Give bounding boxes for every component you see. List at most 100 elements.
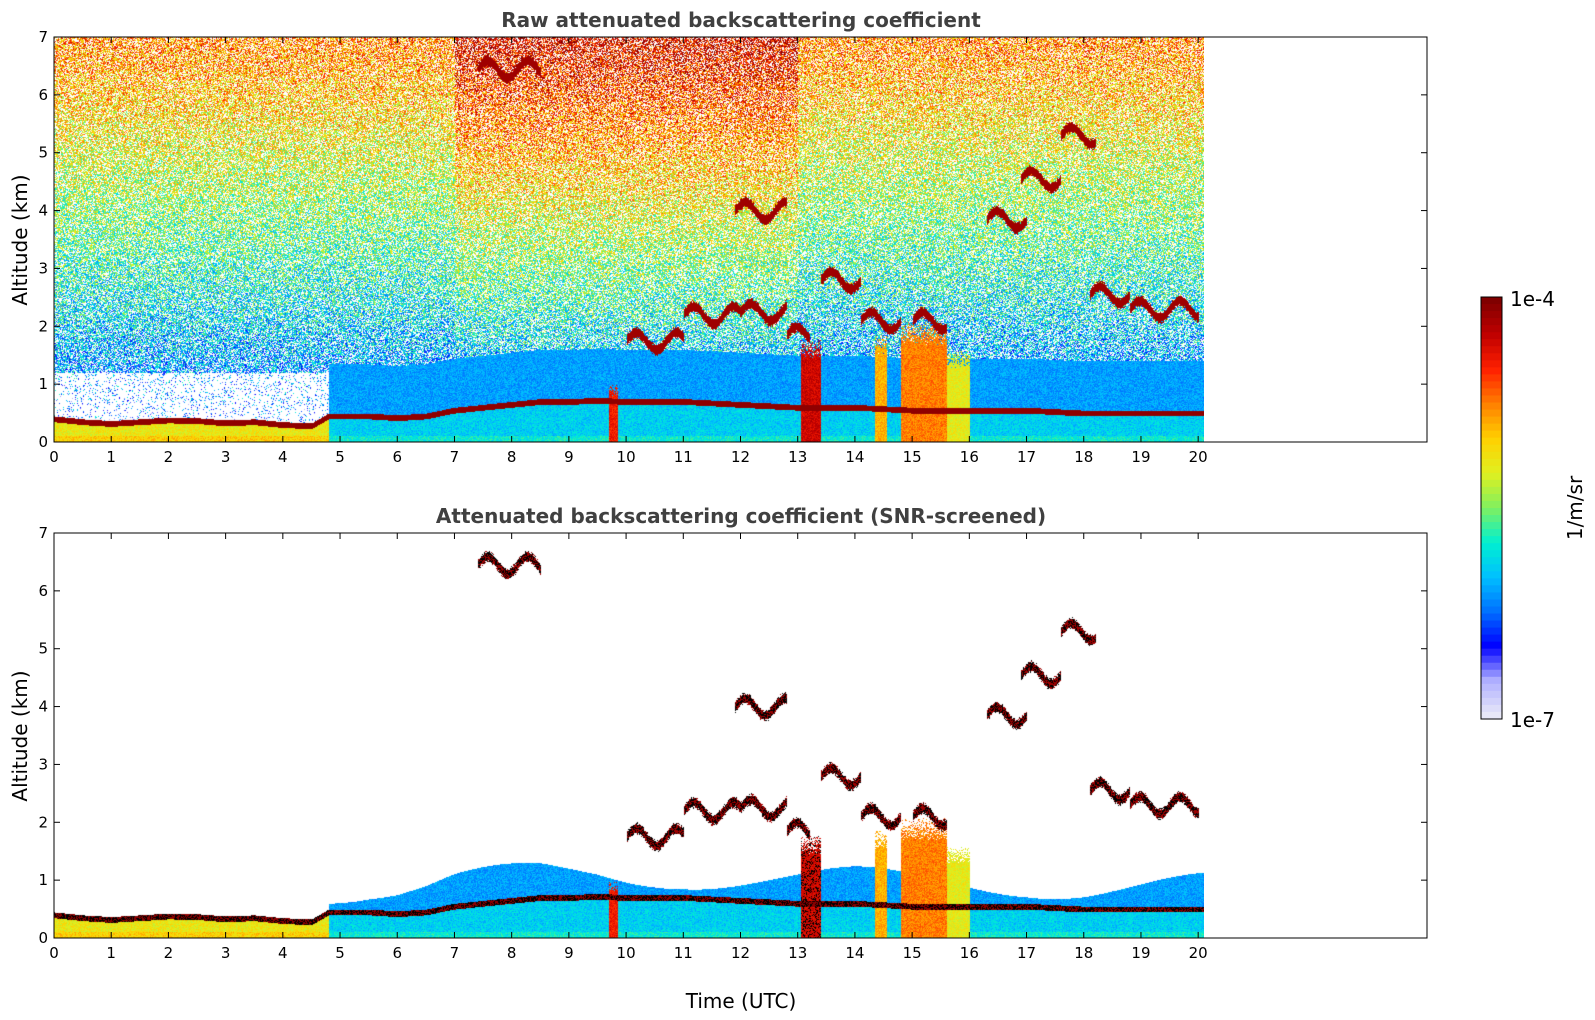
x-tick-label: 19 — [1131, 944, 1150, 962]
colorbar-step — [1481, 529, 1502, 537]
x-tick-label: 5 — [335, 448, 345, 466]
colorbar-step — [1481, 515, 1502, 523]
colorbar-step — [1481, 325, 1502, 333]
y-tick-label: 3 — [38, 755, 48, 773]
x-tick-label: 19 — [1131, 448, 1150, 466]
heatmap-image — [54, 533, 1204, 938]
colorbar-frame — [1480, 296, 1503, 720]
colorbar-step — [1481, 486, 1502, 495]
x-tick-label: 2 — [164, 448, 174, 466]
x-tick-label: 2 — [164, 944, 174, 962]
colorbar-step — [1481, 585, 1502, 593]
x-tick-label: 9 — [564, 448, 574, 466]
colorbar-step — [1481, 662, 1502, 671]
colorbar-step — [1481, 381, 1502, 390]
panel-screened-x-label: Time (UTC) — [685, 989, 797, 1013]
y-tick-label: 0 — [38, 929, 48, 947]
colorbar-step — [1481, 683, 1502, 692]
colorbar-step — [1481, 536, 1502, 544]
y-tick-label: 2 — [38, 813, 48, 831]
y-tick-label: 2 — [38, 317, 48, 335]
x-tick-label: 9 — [564, 944, 574, 962]
colorbar-step — [1481, 613, 1502, 622]
x-tick-label: 20 — [1189, 944, 1208, 962]
colorbar-step — [1481, 437, 1502, 446]
x-tick-label: 20 — [1189, 448, 1208, 466]
colorbar-step — [1481, 711, 1502, 720]
panel-raw: Raw attenuated backscattering coefficien… — [8, 8, 1428, 466]
y-tick-label: 5 — [38, 640, 48, 658]
x-tick-label: 15 — [903, 944, 922, 962]
y-tick-label: 1 — [38, 375, 48, 393]
y-tick-label: 0 — [38, 433, 48, 451]
y-tick-label: 1 — [38, 871, 48, 889]
heatmap-image — [54, 37, 1204, 442]
x-tick-label: 4 — [278, 944, 288, 962]
x-tick-label: 14 — [845, 944, 864, 962]
x-tick-label: 13 — [788, 944, 807, 962]
colorbar-min-label: 1e-7 — [1510, 708, 1555, 732]
colorbar-step — [1481, 634, 1502, 643]
colorbar-step — [1481, 339, 1502, 347]
colorbar-step — [1481, 409, 1502, 418]
colorbar-step — [1481, 704, 1502, 713]
colorbar-step — [1481, 353, 1502, 361]
colorbar-step — [1481, 374, 1502, 382]
x-tick-label: 18 — [1074, 944, 1093, 962]
x-tick-label: 6 — [392, 944, 402, 962]
y-tick-label: 6 — [38, 582, 48, 600]
x-tick-label: 14 — [845, 448, 864, 466]
y-tick-label: 4 — [38, 698, 48, 716]
colorbar-step — [1481, 332, 1502, 340]
x-tick-label: 18 — [1074, 448, 1093, 466]
colorbar-step — [1481, 458, 1502, 467]
y-tick-label: 7 — [38, 524, 48, 542]
colorbar-step — [1481, 648, 1502, 657]
colorbar-step — [1481, 346, 1502, 354]
colorbar-step — [1481, 599, 1502, 608]
colorbar-max-label: 1e-4 — [1510, 287, 1555, 311]
x-tick-label: 11 — [674, 448, 693, 466]
colorbar-step — [1481, 571, 1502, 579]
panel-screened-y-ticks: 0 1 2 3 4 5 6 7 — [38, 524, 1427, 947]
colorbar-step — [1481, 297, 1502, 305]
x-tick-label: 10 — [617, 944, 636, 962]
x-tick-label: 7 — [450, 944, 460, 962]
panel-raw-y-label: Altitude (km) — [8, 174, 32, 305]
colorbar: 1e-4 1e-7 1/m/sr — [1480, 287, 1587, 732]
colorbar-step — [1481, 500, 1502, 509]
x-tick-label: 5 — [335, 944, 345, 962]
x-tick-label: 0 — [49, 448, 59, 466]
colorbar-step — [1481, 465, 1502, 474]
colorbar-step — [1481, 479, 1502, 488]
panel-raw-y-ticks: 0 1 2 3 4 5 6 7 — [38, 28, 1427, 451]
x-tick-label: 3 — [221, 448, 231, 466]
colorbar-gradient — [1481, 297, 1502, 720]
colorbar-unit-label: 1/m/sr — [1563, 475, 1587, 540]
y-tick-label: 4 — [38, 202, 48, 220]
panel-screened-x-ticks: 0 1 2 3 4 5 6 7 8 9 10 11 12 13 14 15 16 17 18 19 20 — [49, 533, 1208, 962]
x-tick-label: 10 — [617, 448, 636, 466]
colorbar-step — [1481, 578, 1502, 586]
x-tick-label: 17 — [1017, 448, 1036, 466]
y-tick-label: 6 — [38, 86, 48, 104]
colorbar-step — [1481, 641, 1502, 650]
x-tick-label: 0 — [49, 944, 59, 962]
x-tick-label: 7 — [450, 448, 460, 466]
colorbar-step — [1481, 402, 1502, 411]
x-tick-label: 8 — [507, 944, 517, 962]
colorbar-step — [1481, 472, 1502, 481]
x-tick-label: 3 — [221, 944, 231, 962]
colorbar-step — [1481, 416, 1502, 425]
colorbar-step — [1481, 606, 1502, 615]
colorbar-step — [1481, 550, 1502, 558]
colorbar-step — [1481, 627, 1502, 636]
x-tick-label: 12 — [731, 448, 750, 466]
panel-raw-title: Raw attenuated backscattering coefficien… — [501, 8, 981, 32]
y-tick-label: 3 — [38, 259, 48, 277]
colorbar-step — [1481, 318, 1502, 326]
x-tick-label: 8 — [507, 448, 517, 466]
colorbar-step — [1481, 592, 1502, 601]
panel-screened: Attenuated backscattering coefficient (S… — [8, 504, 1428, 1013]
